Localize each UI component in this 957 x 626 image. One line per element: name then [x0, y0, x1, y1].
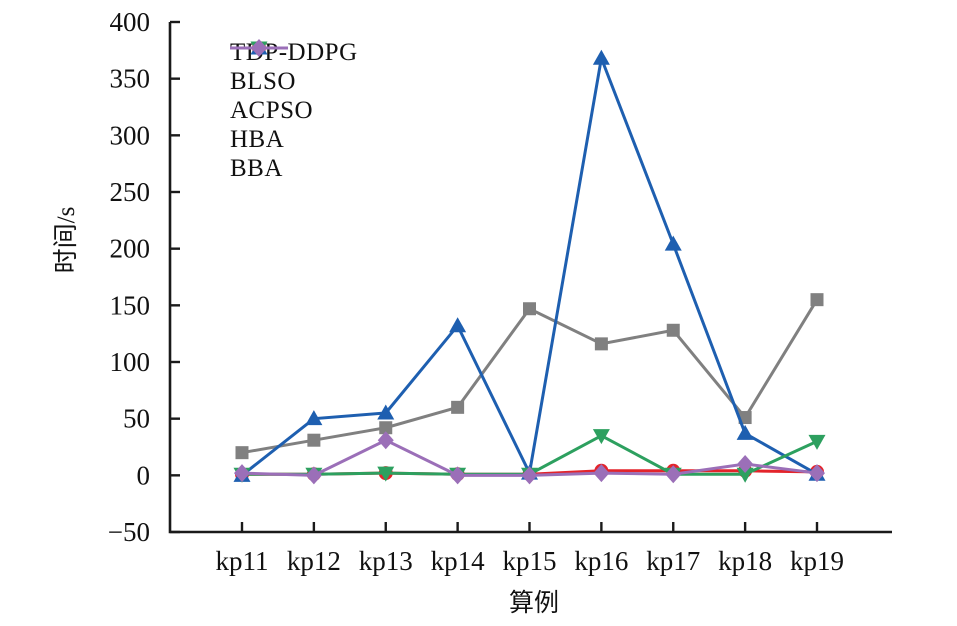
data-point: [377, 431, 394, 450]
legend: TDP-DDPG BLSO ACPSO HBA BBA: [230, 38, 358, 183]
data-point: [664, 235, 682, 251]
series-line: [241, 298, 819, 455]
legend-item-hba: HBA: [230, 41, 358, 154]
data-point: [736, 467, 754, 483]
legend-marker-diamond-icon: [230, 39, 288, 57]
series-bba: [234, 431, 825, 485]
data-point: [594, 337, 608, 351]
data-point: [451, 400, 465, 414]
legend-label: TDP-DDPG: [230, 39, 358, 66]
legend-label: BBA: [230, 155, 283, 182]
y-tick-label: 350: [110, 64, 151, 94]
data-point: [736, 424, 754, 440]
y-tick-label: 150: [110, 290, 151, 320]
data-point: [377, 466, 395, 482]
x-tick-label: kp14: [431, 546, 486, 576]
data-point: [449, 466, 466, 485]
legend-label: ACPSO: [230, 97, 314, 124]
x-tick-label: kp11: [216, 546, 269, 576]
data-point: [666, 323, 680, 337]
x-tick-label: kp17: [646, 546, 700, 576]
y-tick-label: 250: [110, 177, 151, 207]
data-point: [305, 466, 322, 485]
legend-label: HBA: [230, 126, 285, 153]
data-point: [305, 410, 323, 426]
data-point: [234, 464, 250, 483]
legend-item-blso: BLSO: [230, 41, 358, 96]
x-tick-label: kp12: [287, 546, 341, 576]
legend-item-bba: BBA: [230, 39, 358, 183]
data-point: [737, 455, 754, 473]
x-tick-label: kp16: [574, 546, 628, 576]
y-tick-label: 400: [110, 7, 151, 37]
data-point: [377, 404, 395, 420]
legend-label: BLSO: [230, 68, 296, 95]
data-point: [251, 39, 267, 57]
y-tick-label: 50: [123, 404, 150, 434]
data-point: [593, 464, 610, 483]
x-tick-label: kp13: [359, 546, 413, 576]
data-point: [379, 421, 393, 435]
data-point: [810, 293, 824, 307]
y-tick-label: 300: [110, 120, 151, 150]
y-tick-label: −50: [108, 517, 150, 547]
data-point: [592, 49, 610, 65]
x-tick-label: kp18: [718, 546, 772, 576]
data-point: [235, 446, 249, 460]
data-point: [592, 429, 610, 445]
legend-item-acpso: ACPSO: [230, 39, 358, 125]
data-point: [449, 317, 467, 333]
x-tick-label: kp15: [503, 546, 557, 576]
x-axis-title: 算例: [508, 590, 560, 617]
data-point: [307, 433, 321, 447]
y-axis-title: 时间/s: [53, 206, 80, 274]
data-point: [808, 434, 826, 450]
x-tick-label: kp19: [790, 546, 844, 576]
data-point: [665, 465, 682, 484]
data-point: [523, 302, 536, 316]
y-tick-label: 200: [110, 234, 151, 264]
y-tick-label: 100: [110, 347, 151, 377]
data-point: [521, 466, 538, 485]
series-tdp-ddpg: [235, 293, 824, 460]
data-point: [809, 464, 825, 483]
y-tick-label: 0: [137, 460, 151, 490]
